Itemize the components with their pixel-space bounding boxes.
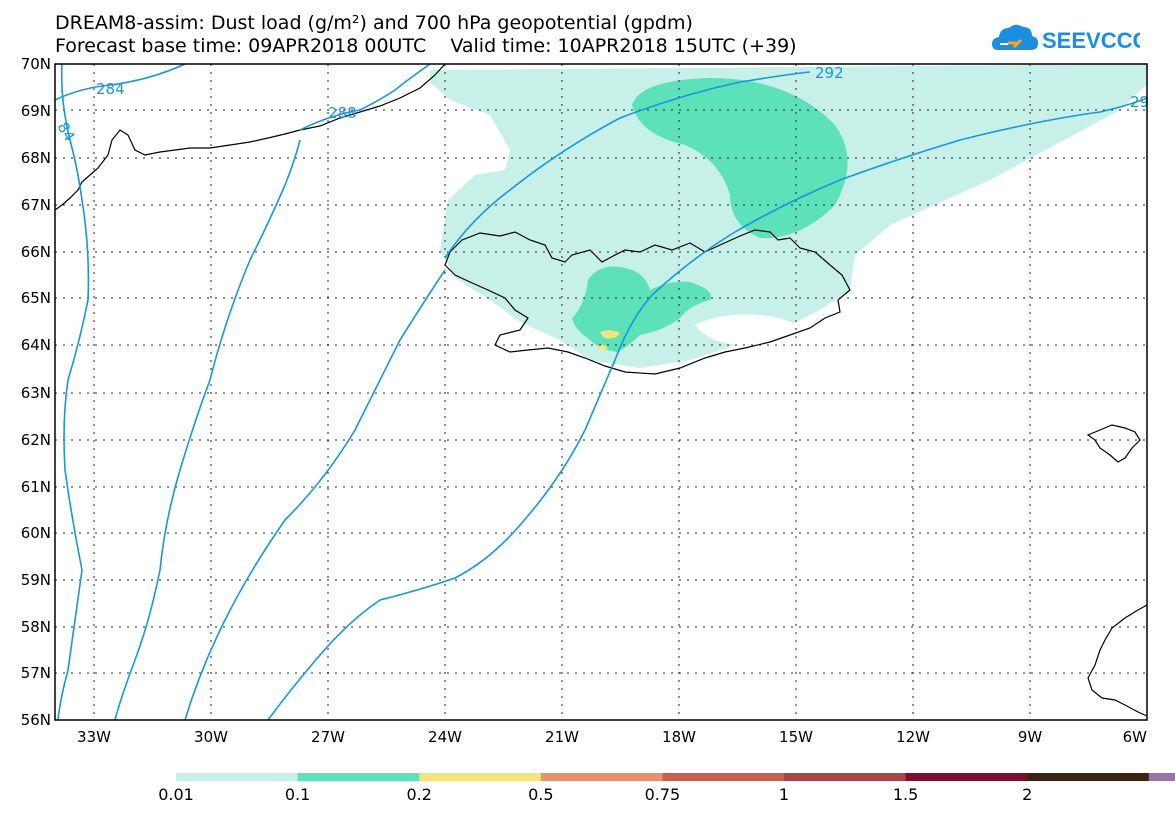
geopotential-contours [55, 64, 1147, 720]
faroe-coast [1086, 424, 1141, 463]
lat-label: 63N [21, 384, 51, 402]
colorbar-swatch [540, 773, 663, 781]
lat-label: 60N [21, 524, 51, 542]
colorbar-tick-label: 1.5 [892, 785, 919, 804]
colorbar-swatch [1148, 773, 1175, 781]
lon-label: 12W [896, 728, 930, 746]
lat-label: 59N [21, 571, 51, 589]
dust-area-mid-north [632, 78, 848, 239]
contour-292 [267, 97, 1147, 720]
lat-label: 65N [21, 289, 51, 307]
map-title: DREAM8-assim: Dust load (g/m²) and 700 h… [55, 12, 693, 34]
colorbar-swatch [784, 773, 907, 781]
contour-288b [184, 269, 446, 720]
lat-label: 64N [21, 336, 51, 354]
contour-label: 292 [815, 64, 844, 82]
lon-label: 30W [194, 728, 228, 746]
lon-label: 9W [1018, 728, 1043, 746]
lat-label: 70N [21, 55, 51, 73]
colorbar-swatch [662, 773, 785, 781]
scotland-coast [1087, 604, 1147, 717]
colorbar-tick-label: 1 [778, 785, 790, 804]
lon-label: 27W [311, 728, 345, 746]
colorbar-swatch [419, 773, 542, 781]
logo-text: SEEVCCC [1042, 28, 1140, 53]
lat-label: 57N [21, 664, 51, 682]
lat-label: 56N [21, 711, 51, 729]
lat-label: 62N [21, 431, 51, 449]
lon-label: 24W [428, 728, 462, 746]
lat-label: 67N [21, 196, 51, 214]
contour-label: 29 [1130, 93, 1149, 111]
longitude-labels: 33W 30W 27W 24W 21W 18W 15W 12W 9W 6W [77, 728, 1147, 746]
lat-label: 68N [21, 149, 51, 167]
contour-286 [114, 139, 301, 720]
lon-label: 21W [545, 728, 579, 746]
latitude-labels: 70N 69N 68N 67N 66N 65N 64N 63N 62N 61N … [21, 55, 51, 729]
contour-290 [444, 71, 811, 259]
colorbar-swatch [176, 773, 299, 781]
contour-284-north [55, 64, 186, 101]
colorbar-tick-label: 0.5 [528, 785, 554, 804]
map-subtitle: Forecast base time: 09APR2018 00UTC Vali… [55, 35, 797, 57]
colorbar-swatch [1027, 773, 1150, 781]
lat-label: 66N [21, 243, 51, 261]
cloud-icon [992, 24, 1038, 50]
colorbar-tick-label: 2 [1022, 785, 1033, 804]
lon-label: 6W [1123, 728, 1148, 746]
colorbar-tick-label: 0.1 [284, 785, 311, 804]
contour-284-west [57, 64, 90, 720]
lat-label: 58N [21, 618, 51, 636]
seevccc-logo: SEEVCCC [992, 24, 1140, 53]
lat-label: 61N [21, 478, 51, 496]
colorbar-tick-label: 0.01 [158, 785, 194, 804]
map-frame [54, 63, 1148, 721]
lon-label: 33W [77, 728, 111, 746]
contour-288 [299, 64, 431, 131]
contour-label: 284 [96, 80, 125, 98]
colorbar-tick-label: 0.75 [644, 785, 681, 804]
colorbar-swatch [297, 773, 420, 781]
colorbar-tick-label: 0.2 [406, 785, 432, 804]
iceland-coast [444, 229, 851, 375]
lon-label: 15W [779, 728, 813, 746]
colorbar-swatch [905, 773, 1028, 781]
contour-label: 84 [54, 119, 79, 145]
dust-area-high-1 [600, 330, 620, 339]
lon-label: 18W [662, 728, 696, 746]
dust-area-high-2 [598, 344, 608, 351]
contour-label: 288 [328, 104, 357, 122]
colorbar [176, 773, 1175, 781]
dust-area-white-hole [695, 314, 805, 345]
coastlines [55, 64, 1147, 717]
lat-label: 69N [21, 102, 51, 120]
greenland-coast [55, 64, 446, 211]
